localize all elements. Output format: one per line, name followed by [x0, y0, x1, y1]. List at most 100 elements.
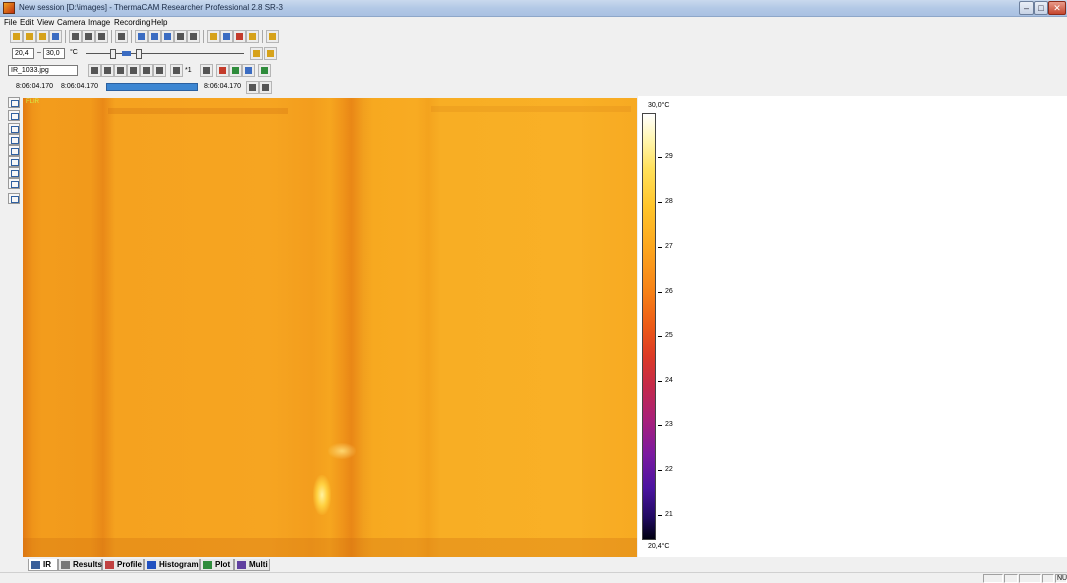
colorbar-max-label: 30,0°C [648, 102, 670, 109]
status-cell [1042, 574, 1054, 583]
analysis-icon[interactable] [216, 64, 229, 77]
colorbar-tick [658, 381, 662, 382]
colorbar-tick-label: 21 [665, 511, 673, 518]
scale-adjust-icon[interactable] [264, 47, 277, 60]
auto-adjust-icon[interactable] [207, 30, 220, 43]
help-icon[interactable] [266, 30, 279, 43]
colorbar-tick [658, 292, 662, 293]
tab-results[interactable]: Results [58, 559, 102, 571]
close-button[interactable]: ✕ [1048, 1, 1066, 15]
next-frame-icon[interactable] [140, 64, 153, 77]
range-separator: – [37, 49, 41, 56]
paste-icon[interactable] [95, 30, 108, 43]
range-slider-max-handle[interactable] [136, 49, 142, 59]
range-min-field[interactable]: 20,4 [12, 48, 34, 59]
tab-profile[interactable]: Profile [102, 559, 144, 571]
time-end: 8:06:04.170 [204, 83, 241, 90]
floor-shade [23, 538, 637, 557]
maximize-button[interactable]: □ [1034, 1, 1048, 15]
tab-label: Profile [117, 560, 142, 569]
camera-icon[interactable] [220, 30, 233, 43]
grid-icon[interactable] [161, 30, 174, 43]
app-icon [3, 2, 15, 14]
play-icon[interactable] [127, 64, 140, 77]
table-icon [61, 561, 70, 569]
stop-icon[interactable] [114, 64, 127, 77]
histogram-icon [147, 561, 156, 569]
frame-counter: *1 [185, 67, 192, 74]
colorbar-tick [658, 247, 662, 248]
refresh-icon[interactable] [200, 64, 213, 77]
new-session-icon[interactable] [10, 30, 23, 43]
temperature-colorbar [642, 113, 656, 540]
record-icon[interactable] [233, 30, 246, 43]
box-icon[interactable] [8, 134, 20, 145]
warm-spot [328, 443, 356, 459]
isotherm-icon[interactable] [8, 167, 20, 178]
colorbar-tick-label: 29 [665, 153, 673, 160]
ir-image-label: FLIR [26, 99, 40, 105]
menu-recording[interactable]: Recording [114, 18, 151, 27]
tab-ir[interactable]: IR [28, 559, 58, 571]
colorbar-tick [658, 515, 662, 516]
print-icon[interactable] [115, 30, 128, 43]
tab-label: Results [73, 560, 102, 569]
range-max-field[interactable]: 30,0 [43, 48, 65, 59]
status-keyboard-icon [983, 574, 1003, 583]
tab-multi[interactable]: Multi [234, 559, 270, 571]
range-slider-min-handle[interactable] [110, 49, 116, 59]
save-icon[interactable] [49, 30, 62, 43]
export-icon[interactable] [258, 64, 271, 77]
open-folder-icon[interactable] [23, 30, 36, 43]
colorbar-tick [658, 336, 662, 337]
menu-file[interactable]: File [4, 18, 17, 27]
range-slider-track[interactable] [86, 53, 244, 54]
colorbar-tick-label: 24 [665, 377, 673, 384]
link-icon[interactable] [148, 30, 161, 43]
minimize-button[interactable]: ‒ [1019, 1, 1034, 15]
time-progress-bar[interactable] [106, 83, 198, 91]
last-frame-icon[interactable] [153, 64, 166, 77]
colorbar-tick-label: 26 [665, 288, 673, 295]
colorbar-tick [658, 202, 662, 203]
menu-camera[interactable]: Camera [57, 18, 86, 27]
status-cell [1019, 574, 1041, 583]
menu-help[interactable]: Help [151, 18, 168, 27]
tab-label: Histogram [159, 560, 199, 569]
auto-range-icon[interactable] [250, 47, 263, 60]
tile-icon[interactable] [242, 64, 255, 77]
tab-histogram[interactable]: Histogram [144, 559, 200, 571]
frame-step-icon[interactable] [170, 64, 183, 77]
first-frame-icon[interactable] [88, 64, 101, 77]
formula-icon[interactable] [8, 178, 20, 189]
colorbar-tick-label: 27 [665, 243, 673, 250]
copy-image-icon[interactable] [82, 30, 95, 43]
layout-icon[interactable] [135, 30, 148, 43]
open-image-icon[interactable] [36, 30, 49, 43]
tab-plot[interactable]: Plot [200, 559, 234, 571]
copy-icon[interactable] [69, 30, 82, 43]
colorbar-tick [658, 425, 662, 426]
sequence-icon[interactable] [229, 64, 242, 77]
multi-icon [237, 561, 246, 569]
circle-icon[interactable] [8, 145, 20, 156]
time-toolbar: 8:06:04.170 8:06:04.170 8:06:04.170 [10, 81, 280, 96]
line-icon[interactable] [8, 123, 20, 134]
mark-start-icon[interactable] [246, 81, 259, 94]
settings-icon[interactable] [187, 30, 200, 43]
delete-icon[interactable] [8, 193, 20, 204]
mark-end-icon[interactable] [259, 81, 272, 94]
polygon-icon[interactable] [8, 156, 20, 167]
menu-view[interactable]: View [37, 18, 55, 27]
previous-frame-icon[interactable] [101, 64, 114, 77]
menu-edit[interactable]: Edit [20, 18, 34, 27]
range-slider-level[interactable] [122, 51, 131, 56]
toolbar-separator [111, 30, 112, 43]
palette-icon[interactable] [174, 30, 187, 43]
menu-image[interactable]: Image [88, 18, 111, 27]
file-name-field[interactable]: IR_1033.jpg [8, 65, 78, 76]
spot-icon[interactable] [8, 110, 20, 121]
plugin-icon[interactable] [246, 30, 259, 43]
ir-thermal-image[interactable]: FLIR [23, 98, 637, 557]
cursor-icon[interactable] [8, 97, 20, 108]
